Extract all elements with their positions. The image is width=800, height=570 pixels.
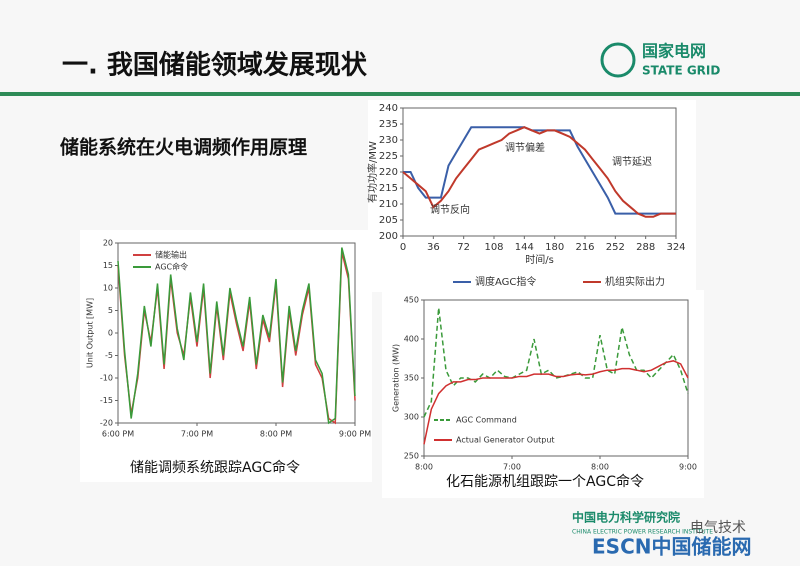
y-tick-label: 205 [379, 215, 398, 226]
x-tick-label: 144 [515, 242, 534, 253]
chart-panel [368, 100, 696, 292]
slide-title: 一. 我国储能领域发展现状 [62, 50, 368, 81]
y-tick-label: 215 [379, 183, 398, 194]
x-tick-label: 252 [606, 242, 625, 253]
site: ESCN中国储能网 [592, 535, 751, 559]
y-tick-label: 15 [103, 261, 113, 270]
y-tick-label: 200 [379, 231, 398, 242]
legend-label: AGC Command [456, 416, 517, 425]
x-tick-label: 0 [400, 242, 406, 253]
series-line [402, 126, 676, 218]
y-tick-label: 400 [404, 335, 419, 344]
x-tick-label: 108 [484, 242, 503, 253]
x-tick-label: 8:00 PM [260, 430, 292, 439]
x-tick-label: 8:00 [415, 463, 433, 472]
x-axis-label: 时间/s [525, 253, 554, 266]
x-tick-label: 8:00 [591, 463, 609, 472]
x-tick-label: 9:00 PM [339, 430, 371, 439]
x-tick-label: 216 [575, 242, 594, 253]
institute-en: CHINA ELECTRIC POWER RESEARCH INSTITUTE [572, 529, 713, 536]
series-line [117, 247, 356, 425]
y-tick-label: 0 [108, 329, 113, 338]
y-tick-label: 350 [404, 374, 419, 383]
chart-panel [80, 230, 372, 482]
chart-panel [382, 290, 704, 498]
annotation: 调节偏差 [505, 141, 545, 154]
x-tick-label: 7:00 PM [181, 430, 213, 439]
series-line [403, 126, 676, 215]
caption: 储能调频系统跟踪AGC命令 [130, 459, 300, 476]
logo-mark [600, 42, 636, 78]
subtitle: 储能系统在火电调频作用原理 [60, 136, 307, 159]
y-tick-label: -15 [100, 396, 113, 405]
y-axis-label: Generation (MW) [392, 344, 401, 412]
legend-label: 机组实际出力 [605, 275, 665, 288]
y-tick-label: 210 [379, 199, 398, 210]
y-tick-label: 450 [404, 296, 419, 305]
institute: 中国电力科学研究院 [572, 510, 680, 525]
x-tick-label: 180 [545, 242, 564, 253]
legend-label: Actual Generator Output [456, 436, 555, 445]
y-tick-label: 250 [404, 452, 419, 461]
y-tick-label: 230 [379, 135, 398, 146]
legend-label: 调度AGC指令 [475, 275, 536, 288]
legend-label: AGC命令 [155, 262, 188, 272]
y-tick-label: 240 [379, 103, 398, 114]
y-tick-label: 220 [379, 167, 398, 178]
y-tick-label: 300 [404, 413, 419, 422]
y-tick-label: 20 [103, 239, 113, 248]
y-axis-label: 有功功率/MW [366, 141, 379, 203]
y-tick-label: 225 [379, 151, 398, 162]
y-axis-label: Unit Output [MW] [86, 298, 95, 368]
logo-cn: 国家电网 [642, 42, 706, 61]
y-tick-label: 5 [108, 306, 113, 315]
annotation: 调节反向 [430, 203, 470, 216]
x-tick-label: 6:00 PM [102, 430, 134, 439]
y-tick-label: 235 [379, 119, 398, 130]
y-tick-label: -10 [100, 374, 113, 383]
x-tick-label: 288 [636, 242, 655, 253]
y-tick-label: -5 [105, 351, 113, 360]
annotation: 调节延迟 [612, 155, 652, 168]
x-tick-label: 324 [666, 242, 685, 253]
caption: 化石能源机组跟踪一个AGC命令 [446, 473, 644, 490]
y-tick-label: -20 [100, 419, 113, 428]
series-line [423, 360, 689, 445]
x-tick-label: 72 [457, 242, 470, 253]
header-rule [0, 92, 800, 96]
series-line [423, 307, 689, 418]
x-tick-label: 36 [427, 242, 440, 253]
legend-label: 储能输出 [155, 250, 187, 260]
x-tick-label: 7:00 [503, 463, 521, 472]
y-tick-label: 10 [103, 284, 113, 293]
watermark: 电气技术 [690, 520, 746, 536]
logo-en: STATE GRID [642, 64, 720, 78]
x-tick-label: 9:00 [679, 463, 697, 472]
